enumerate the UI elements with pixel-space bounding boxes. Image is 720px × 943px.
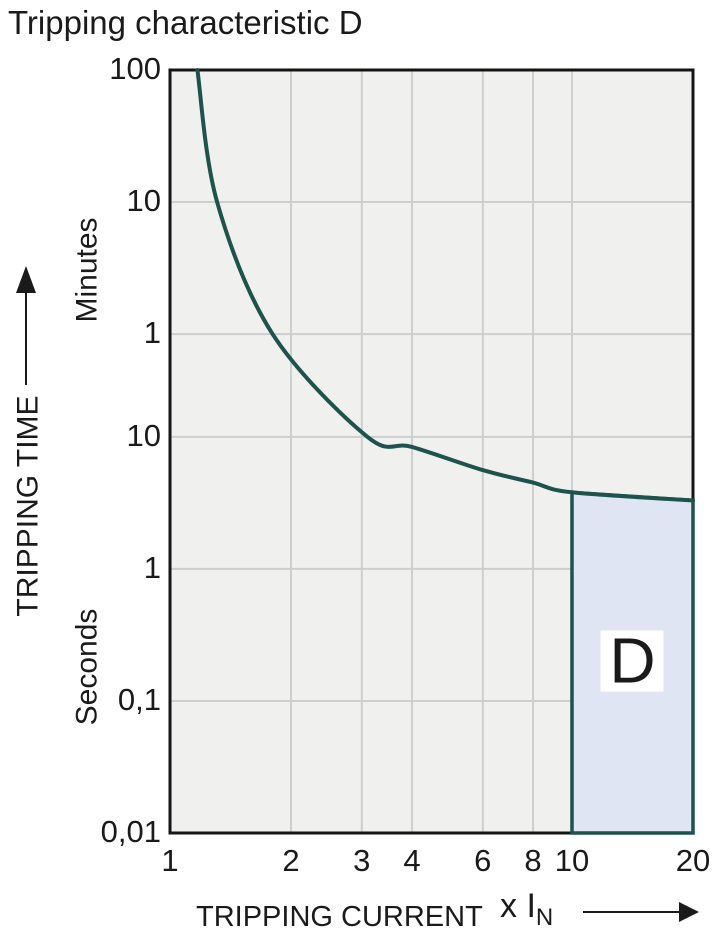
x-axis-multiplier: x IN — [500, 887, 553, 929]
y-tick-label: 1 — [143, 549, 161, 585]
y-tick-label: 1 — [143, 315, 161, 351]
x-axis-arrow-head-icon — [679, 902, 699, 922]
y-axis-arrow-head-icon — [16, 266, 36, 293]
y-tick-label: 100 — [109, 51, 161, 87]
y-axis-unit-minutes: Minutes — [70, 217, 104, 323]
x-tick-label: 8 — [524, 843, 542, 878]
x-tick-label: 20 — [675, 843, 711, 878]
region-d-label: D — [600, 627, 664, 694]
tripping-curve — [195, 68, 695, 503]
x-tick-label: 4 — [403, 843, 421, 878]
x-tick-label: 3 — [353, 843, 371, 878]
x-tick-label: 2 — [282, 843, 300, 878]
x-tick-label: 6 — [474, 843, 492, 878]
y-axis-title: TRIPPING TIME — [11, 395, 45, 617]
x-tick-label: 1 — [161, 843, 179, 878]
multiplier-subscript: N — [535, 903, 554, 931]
y-tick-label: 0,01 — [100, 814, 161, 850]
multiplier-text: x I — [500, 887, 536, 925]
chart-title: Tripping characteristic D — [8, 4, 363, 41]
x-tick-label: 10 — [554, 843, 590, 878]
x-axis-title: TRIPPING CURRENT — [196, 901, 483, 933]
y-tick-label: 0,1 — [117, 682, 161, 718]
y-tick-label: 10 — [126, 183, 161, 219]
y-tick-label: 10 — [126, 417, 161, 453]
plot-border — [168, 68, 695, 835]
